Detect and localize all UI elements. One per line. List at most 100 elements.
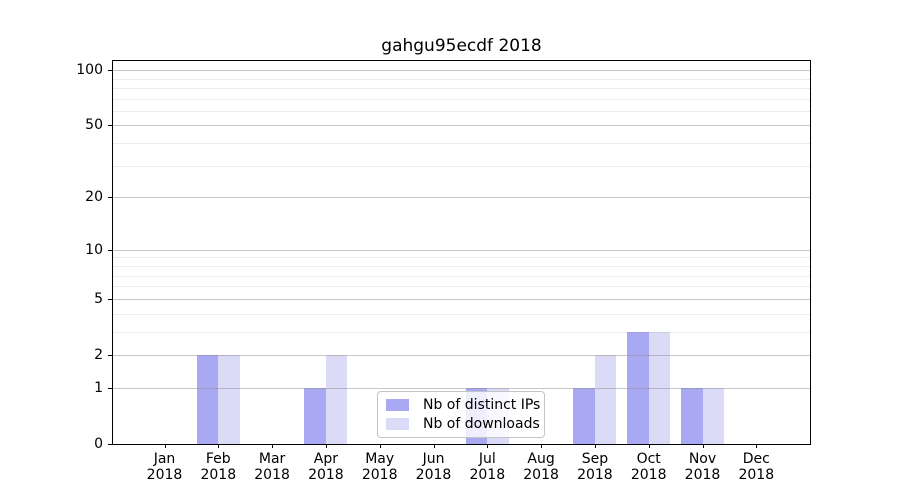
x-label-year: 2018 [738, 466, 775, 483]
gridline-minor-40 [113, 143, 810, 145]
gridline-minor-4 [113, 313, 810, 315]
x-label-month: Dec [742, 451, 770, 467]
gridline-major-5 [113, 298, 810, 300]
x-label-month: Jan [153, 451, 176, 467]
y-tick-20 [108, 197, 112, 199]
x-label-month: Mar [258, 451, 286, 467]
x-tick-label-jun: Jun 2018 [402, 451, 466, 483]
y-tick-50 [108, 125, 112, 127]
gridline-minor-3 [113, 331, 810, 333]
y-tick-label-20: 20 [85, 189, 103, 206]
y-tick-1 [108, 387, 112, 389]
x-label-month: Nov [688, 451, 717, 467]
x-label-month: Feb [205, 451, 231, 467]
gridline-minor-6 [113, 286, 810, 288]
y-tick-100 [108, 70, 112, 72]
gridline-major-20 [113, 197, 810, 199]
gridline-major-50 [113, 125, 810, 127]
y-tick-0 [108, 444, 112, 445]
x-tick-label-sep: Sep 2018 [563, 451, 627, 483]
x-label-month: Jun [422, 451, 445, 467]
x-label-year: 2018 [684, 466, 721, 483]
x-tick-feb [218, 444, 220, 448]
x-tick-apr [325, 444, 327, 448]
bar-downloads-feb [218, 354, 240, 444]
x-tick-jun [433, 444, 435, 448]
legend-label-distinct-ips: Nb of distinct IPs [423, 397, 541, 413]
bar-distinct_ips-apr [304, 387, 326, 444]
gridline-minor-30 [113, 165, 810, 167]
legend-item-distinct-ips: Nb of distinct IPs [386, 396, 540, 415]
bar-distinct_ips-feb [196, 354, 219, 444]
y-tick-10 [108, 249, 112, 251]
x-label-month: Oct [636, 451, 661, 467]
gridline-minor-80 [113, 87, 810, 89]
gridline-minor-9 [113, 257, 810, 259]
gridline-minor-90 [113, 78, 810, 80]
x-tick-sep [594, 444, 596, 448]
bar-downloads-sep [594, 354, 617, 444]
y-tick-label-100: 100 [76, 62, 103, 79]
x-label-year: 2018 [630, 466, 667, 483]
y-tick-label-50: 50 [85, 117, 103, 134]
x-tick-nov [702, 444, 704, 448]
x-tick-label-dec: Dec 2018 [724, 451, 788, 483]
x-tick-may [379, 444, 381, 448]
legend-swatch-downloads-icon [386, 418, 409, 430]
y-tick-2 [108, 354, 112, 356]
bar-distinct_ips-nov [681, 387, 703, 444]
y-tick-label-0: 0 [94, 436, 103, 452]
x-tick-mar [272, 444, 274, 448]
x-tick-dec [756, 444, 758, 448]
x-label-year: 2018 [523, 466, 559, 483]
legend-swatch-distinct-ips-icon [386, 399, 409, 411]
y-tick-label-10: 10 [85, 241, 103, 258]
x-label-year: 2018 [200, 466, 237, 483]
chart-title: gahgu95ecdf 2018 [381, 36, 542, 56]
x-label-month: May [365, 451, 395, 467]
legend-label-downloads: Nb of downloads [423, 416, 540, 432]
x-label-year: 2018 [577, 466, 613, 483]
y-tick-label-5: 5 [94, 290, 103, 307]
bar-downloads-apr [325, 354, 348, 444]
plot-border [112, 60, 811, 445]
x-tick-jan [164, 444, 166, 448]
legend: Nb of distinct IPs Nb of downloads [377, 391, 545, 438]
y-tick-label-2: 2 [94, 346, 103, 363]
gridline-minor-60 [113, 110, 810, 112]
x-tick-label-may: May 2018 [348, 451, 412, 483]
x-tick-label-jul: Jul 2018 [455, 451, 519, 483]
bar-downloads-nov [702, 387, 724, 444]
gridline-minor-8 [113, 265, 810, 267]
x-label-year: 2018 [254, 466, 290, 483]
x-label-month: Apr [313, 451, 338, 467]
x-label-month: Jul [478, 451, 496, 467]
gridline-major-10 [113, 249, 810, 251]
x-label-year: 2018 [308, 466, 344, 483]
y-tick-5 [108, 298, 112, 300]
gridline-minor-70 [113, 98, 810, 100]
x-tick-label-nov: Nov 2018 [671, 451, 735, 483]
bar-distinct_ips-sep [573, 387, 595, 444]
x-tick-label-mar: Mar 2018 [240, 451, 304, 483]
x-tick-aug [541, 444, 543, 448]
plot-area: Jan 2018 Feb 2018 Mar 2018 Apr 2018 May 2018 Jun 20… [76, 61, 810, 482]
x-tick-jul [487, 444, 489, 448]
legend-item-downloads: Nb of downloads [386, 415, 540, 434]
x-label-year: 2018 [415, 466, 452, 483]
x-label-month: Sep [581, 451, 609, 467]
x-tick-label-oct: Oct 2018 [617, 451, 681, 483]
x-tick-label-aug: Aug 2018 [509, 451, 573, 483]
x-tick-label-apr: Apr 2018 [294, 451, 358, 483]
x-tick-oct [648, 444, 650, 448]
gridline-major-100 [113, 70, 810, 72]
x-label-month: Aug [527, 451, 555, 467]
y-tick-label-1: 1 [94, 379, 103, 396]
x-label-year: 2018 [361, 466, 398, 483]
x-label-year: 2018 [146, 466, 183, 483]
x-tick-label-feb: Feb 2018 [186, 451, 250, 483]
bar-downloads-oct [648, 331, 671, 444]
bar-distinct_ips-oct [627, 331, 649, 444]
x-tick-label-jan: Jan 2018 [133, 451, 197, 483]
